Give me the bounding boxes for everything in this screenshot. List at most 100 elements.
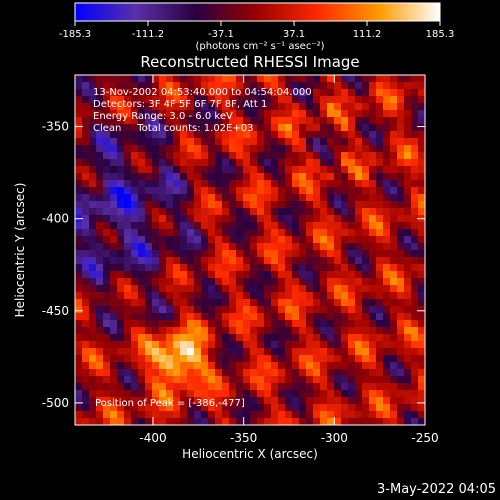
heatmap-cell bbox=[278, 131, 286, 139]
heatmap-cell bbox=[313, 369, 321, 377]
heatmap-cell bbox=[166, 397, 174, 405]
heatmap-cell bbox=[306, 117, 314, 125]
heatmap-cell bbox=[229, 313, 237, 321]
heatmap-cell bbox=[180, 418, 188, 425]
heatmap-cell bbox=[117, 418, 125, 425]
heatmap-cell bbox=[390, 355, 398, 363]
heatmap-cell bbox=[159, 320, 167, 328]
heatmap-cell bbox=[89, 131, 97, 139]
heatmap-cell bbox=[250, 131, 258, 139]
heatmap-cell bbox=[278, 138, 286, 146]
heatmap-cell bbox=[215, 89, 223, 97]
heatmap-cell bbox=[278, 96, 286, 104]
heatmap-cell bbox=[124, 327, 132, 335]
heatmap-cell bbox=[110, 313, 118, 321]
heatmap-cell bbox=[257, 243, 265, 251]
heatmap-cell bbox=[278, 243, 286, 251]
heatmap-cell bbox=[299, 313, 307, 321]
heatmap-cell bbox=[110, 278, 118, 286]
heatmap-cell bbox=[383, 173, 391, 181]
heatmap-cell bbox=[159, 292, 167, 300]
heatmap-cell bbox=[348, 418, 356, 425]
heatmap-cell bbox=[103, 124, 111, 132]
heatmap-cell bbox=[271, 236, 279, 244]
heatmap-cell bbox=[208, 187, 216, 195]
heatmap-cell bbox=[103, 117, 111, 125]
heatmap-cell bbox=[320, 278, 328, 286]
heatmap-cell bbox=[292, 187, 300, 195]
heatmap-cell bbox=[299, 257, 307, 265]
heatmap-cell bbox=[404, 355, 412, 363]
heatmap-cell bbox=[222, 327, 230, 335]
heatmap-cell bbox=[292, 215, 300, 223]
heatmap-cell bbox=[418, 124, 425, 132]
heatmap-cell bbox=[159, 271, 167, 279]
heatmap-cell bbox=[257, 138, 265, 146]
heatmap-cell bbox=[299, 117, 307, 125]
heatmap-cell bbox=[250, 376, 258, 384]
heatmap-cell bbox=[159, 285, 167, 293]
heatmap-cell bbox=[418, 390, 425, 398]
heatmap-cell bbox=[159, 215, 167, 223]
heatmap-cell bbox=[369, 124, 377, 132]
heatmap-cell bbox=[271, 327, 279, 335]
heatmap-cell bbox=[411, 292, 419, 300]
heatmap-cell bbox=[103, 187, 111, 195]
heatmap-cell bbox=[117, 292, 125, 300]
heatmap-cell bbox=[173, 418, 181, 425]
heatmap-cell bbox=[313, 376, 321, 384]
heatmap-cell bbox=[418, 194, 425, 202]
heatmap-cell bbox=[215, 103, 223, 111]
heatmap-cell bbox=[355, 208, 363, 216]
heatmap-cell bbox=[180, 397, 188, 405]
heatmap-cell bbox=[355, 320, 363, 328]
heatmap-cell bbox=[243, 257, 251, 265]
heatmap-cell bbox=[411, 320, 419, 328]
heatmap-cell bbox=[397, 152, 405, 160]
heatmap-cell bbox=[159, 138, 167, 146]
heatmap-cell bbox=[411, 180, 419, 188]
heatmap-cell bbox=[236, 138, 244, 146]
heatmap-cell bbox=[110, 145, 118, 153]
heatmap-cell bbox=[320, 152, 328, 160]
heatmap-cell bbox=[250, 152, 258, 160]
heatmap-cell bbox=[166, 320, 174, 328]
heatmap-cell bbox=[250, 222, 258, 230]
heatmap-cell bbox=[201, 173, 209, 181]
heatmap-cell bbox=[89, 355, 97, 363]
heatmap-cell bbox=[341, 362, 349, 370]
heatmap-cell bbox=[110, 131, 118, 139]
heatmap-cell bbox=[243, 264, 251, 272]
heatmap-cell bbox=[208, 355, 216, 363]
heatmap-cell bbox=[96, 229, 104, 237]
heatmap-cell bbox=[75, 173, 83, 181]
heatmap-cell bbox=[215, 411, 223, 419]
heatmap-cell bbox=[208, 159, 216, 167]
heatmap-cell bbox=[152, 278, 160, 286]
heatmap-cell bbox=[103, 418, 111, 425]
heatmap-cell bbox=[418, 187, 425, 195]
heatmap-cell bbox=[215, 355, 223, 363]
heatmap-cell bbox=[208, 194, 216, 202]
heatmap-cell bbox=[327, 166, 335, 174]
heatmap-cell bbox=[159, 404, 167, 412]
heatmap-cell bbox=[243, 355, 251, 363]
heatmap-cell bbox=[103, 334, 111, 342]
heatmap-cell bbox=[187, 187, 195, 195]
heatmap-cell bbox=[341, 271, 349, 279]
heatmap-cell bbox=[173, 411, 181, 419]
heatmap-cell bbox=[411, 124, 419, 132]
heatmap-cell bbox=[348, 138, 356, 146]
heatmap-cell bbox=[327, 194, 335, 202]
heatmap-cell bbox=[341, 411, 349, 419]
heatmap-cell bbox=[264, 390, 272, 398]
heatmap-cell bbox=[82, 376, 90, 384]
heatmap-cell bbox=[222, 334, 230, 342]
heatmap-cell bbox=[362, 327, 370, 335]
heatmap-cell bbox=[103, 194, 111, 202]
heatmap-cell bbox=[397, 285, 405, 293]
heatmap-cell bbox=[96, 257, 104, 265]
heatmap-cell bbox=[250, 173, 258, 181]
heatmap-cell bbox=[306, 313, 314, 321]
heatmap-cell bbox=[243, 411, 251, 419]
